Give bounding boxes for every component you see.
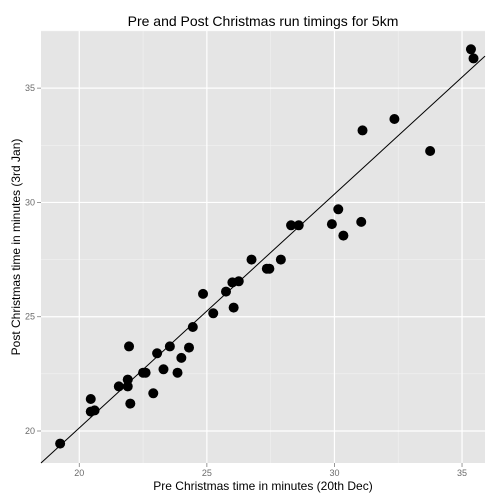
data-point: [264, 264, 274, 274]
x-tick-label: 25: [202, 468, 212, 478]
data-point: [327, 219, 337, 229]
data-point: [90, 405, 100, 415]
y-tick-label: 30: [25, 197, 35, 207]
chart-title: Pre and Post Christmas run timings for 5…: [128, 13, 399, 29]
x-tick-label: 20: [74, 468, 84, 478]
data-point: [188, 322, 198, 332]
plot-panel: [41, 31, 485, 463]
data-point: [173, 368, 183, 378]
data-point: [389, 114, 399, 124]
data-point: [198, 289, 208, 299]
data-point: [176, 353, 186, 363]
data-point: [333, 204, 343, 214]
data-point: [221, 287, 231, 297]
data-point: [469, 53, 479, 63]
data-point: [152, 348, 162, 358]
data-point: [294, 220, 304, 230]
data-point: [208, 308, 218, 318]
x-axis-title: Pre Christmas time in minutes (20th Dec): [153, 479, 372, 493]
data-point: [229, 303, 239, 313]
x-tick-label: 30: [329, 468, 339, 478]
data-point: [158, 364, 168, 374]
data-point: [466, 44, 476, 54]
data-point: [141, 368, 151, 378]
data-point: [165, 341, 175, 351]
data-point: [358, 125, 368, 135]
y-tick-label: 35: [25, 83, 35, 93]
y-tick-label: 20: [25, 426, 35, 436]
data-point: [234, 276, 244, 286]
data-point: [276, 255, 286, 265]
data-point: [425, 146, 435, 156]
data-point: [247, 255, 257, 265]
data-point: [148, 388, 158, 398]
data-point: [184, 343, 194, 353]
data-point: [124, 341, 134, 351]
data-point: [123, 375, 133, 385]
x-tick-label: 35: [457, 468, 467, 478]
data-point: [338, 231, 348, 241]
y-tick-label: 25: [25, 312, 35, 322]
y-axis-title: Post Christmas time in minutes (3rd Jan): [9, 139, 23, 356]
data-point: [55, 439, 65, 449]
data-point: [125, 399, 135, 409]
data-point: [356, 217, 366, 227]
data-point: [114, 381, 124, 391]
data-point: [86, 394, 96, 404]
